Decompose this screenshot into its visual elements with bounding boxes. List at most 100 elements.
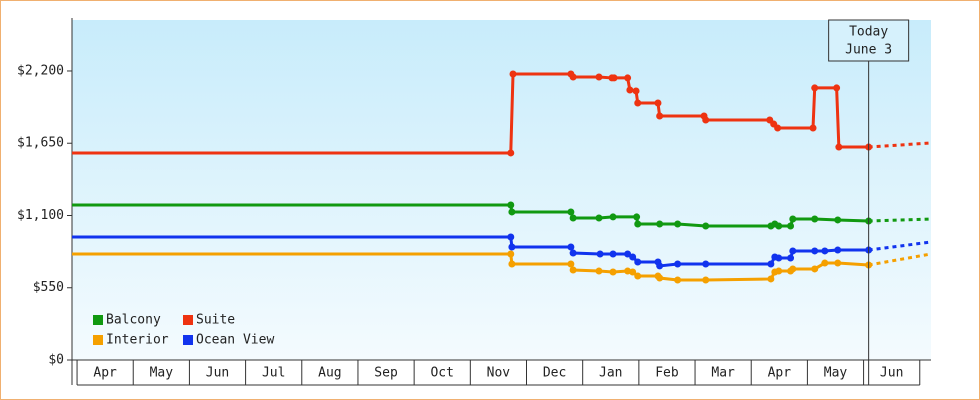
point	[569, 249, 577, 257]
point	[624, 74, 632, 82]
x-tick-label: Aug	[318, 366, 341, 381]
point	[609, 250, 617, 258]
x-tick-label: Feb	[655, 366, 679, 381]
point	[567, 260, 575, 268]
legend-label: Suite	[196, 313, 235, 328]
point	[508, 260, 516, 268]
plot-area	[72, 20, 931, 360]
y-tick-label: $1,100	[17, 208, 64, 223]
point	[775, 267, 783, 275]
point	[569, 214, 577, 222]
point	[609, 268, 617, 276]
point	[674, 220, 682, 228]
point	[834, 259, 842, 267]
point	[595, 73, 603, 81]
point	[702, 116, 710, 124]
forecast-line	[868, 217, 932, 223]
point	[507, 233, 515, 241]
point	[595, 214, 603, 222]
y-tick-label: $1,650	[17, 136, 64, 151]
point	[626, 86, 634, 94]
point	[656, 262, 664, 270]
legend-label: Interior	[106, 333, 169, 348]
legend-swatch	[93, 315, 103, 325]
point	[789, 215, 797, 223]
point	[787, 254, 795, 262]
point	[774, 124, 782, 132]
x-tick-label: May	[150, 366, 174, 381]
x-tick-label: Apr	[93, 366, 117, 381]
point	[634, 99, 642, 107]
x-tick-label: May	[824, 366, 848, 381]
point	[767, 275, 775, 283]
point	[821, 259, 829, 267]
today-box	[828, 19, 910, 62]
point	[507, 250, 515, 258]
point	[654, 99, 662, 107]
point	[567, 243, 575, 251]
point	[674, 276, 682, 284]
point	[702, 276, 710, 284]
point	[634, 272, 642, 280]
x-tick-label: Sep	[374, 366, 398, 381]
x-tick-label: Oct	[430, 366, 453, 381]
point	[567, 208, 575, 216]
point	[507, 149, 515, 157]
point	[569, 266, 577, 274]
point	[656, 112, 664, 120]
point	[767, 260, 775, 268]
point	[775, 254, 783, 262]
legend-swatch	[183, 335, 193, 345]
x-tick-label: Nov	[487, 366, 511, 381]
x-tick-label: Apr	[768, 366, 792, 381]
point	[508, 243, 516, 251]
point	[702, 260, 710, 268]
point	[811, 265, 819, 273]
point	[811, 247, 819, 255]
forecast-line	[868, 240, 932, 252]
point	[634, 258, 642, 266]
point	[787, 222, 795, 230]
legend-swatch	[183, 315, 193, 325]
point	[634, 220, 642, 228]
point	[789, 247, 797, 255]
point	[507, 201, 515, 209]
forecast-line	[868, 141, 932, 149]
today-label: Today	[849, 25, 888, 40]
legend-swatch	[93, 335, 103, 345]
legend-label: Balcony	[106, 313, 161, 328]
point	[633, 213, 641, 221]
point	[629, 253, 637, 261]
today-label: June 3	[845, 43, 892, 58]
point	[610, 74, 618, 82]
x-tick-label: Jun	[206, 366, 229, 381]
point	[821, 247, 829, 255]
point	[674, 260, 682, 268]
point	[509, 70, 517, 78]
point	[632, 87, 640, 95]
point	[835, 143, 843, 151]
point	[775, 222, 783, 230]
x-tick-label: Dec	[543, 366, 566, 381]
legend-label: Ocean View	[196, 333, 274, 348]
y-tick-label: $2,200	[17, 63, 64, 78]
point	[809, 124, 817, 132]
point	[834, 216, 842, 224]
x-tick-label: Jun	[880, 366, 903, 381]
point	[833, 84, 841, 92]
point	[609, 213, 617, 221]
point	[656, 220, 664, 228]
forecast-line	[868, 252, 932, 267]
point	[702, 222, 710, 230]
x-tick-label: Jan	[599, 366, 622, 381]
point	[811, 215, 819, 223]
point	[596, 250, 604, 258]
point	[569, 73, 577, 81]
point	[811, 84, 819, 92]
y-tick-label: $0	[48, 353, 64, 368]
point	[595, 267, 603, 275]
point	[656, 274, 664, 282]
point	[629, 268, 637, 276]
